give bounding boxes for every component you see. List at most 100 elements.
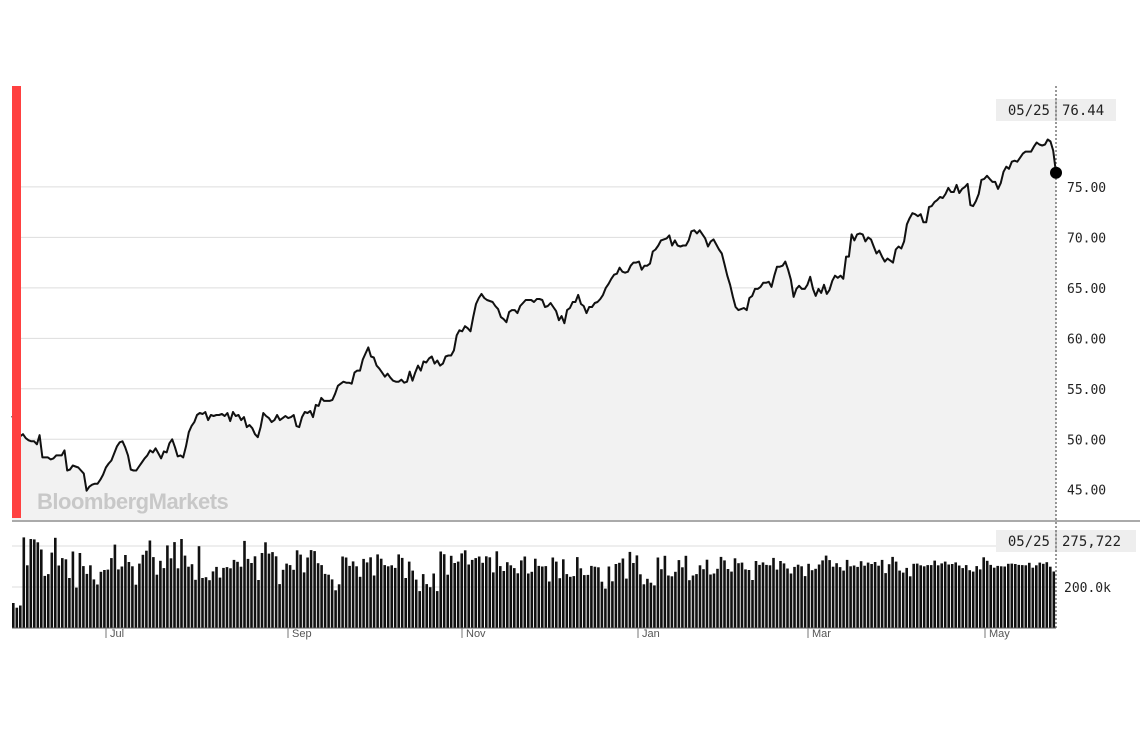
volume-bar xyxy=(880,559,884,628)
volume-bar xyxy=(562,559,565,628)
volume-bar xyxy=(513,568,516,628)
volume-bar xyxy=(453,563,456,628)
volume-bar xyxy=(15,607,19,628)
volume-bar xyxy=(838,567,842,628)
volume-bar xyxy=(723,560,726,628)
volume-bar xyxy=(922,566,926,628)
volume-bar xyxy=(124,555,127,628)
volume-bar xyxy=(470,559,474,628)
x-axis-ticks: Jul Sep Nov Jan Mar May xyxy=(105,628,1010,640)
volume-bar xyxy=(835,563,838,628)
volume-bar xyxy=(810,570,814,628)
volume-bar xyxy=(943,561,947,628)
volume-bar xyxy=(316,563,320,628)
volume-bar xyxy=(576,557,579,628)
volume-bar xyxy=(162,568,166,628)
volume-bar xyxy=(789,573,793,628)
volume-bar xyxy=(75,587,78,628)
volume-bar xyxy=(695,574,698,628)
volume-bar xyxy=(208,580,211,628)
volume-bar xyxy=(989,564,992,628)
volume-bar xyxy=(264,542,267,628)
volume-bar xyxy=(674,571,677,628)
volume-bar xyxy=(569,576,572,629)
volume-bar xyxy=(516,573,520,628)
x-tick-label: Jul xyxy=(110,628,124,640)
range-start-marker[interactable] xyxy=(12,86,21,518)
volume-bar xyxy=(351,561,355,628)
volume-bar xyxy=(1010,563,1014,628)
volume-bar xyxy=(201,578,204,628)
volume-bar xyxy=(716,568,719,628)
volume-bar xyxy=(218,577,222,628)
volume-bar xyxy=(159,560,162,628)
volume-bar xyxy=(1038,562,1042,628)
volume-bar xyxy=(372,575,376,628)
volume-bar xyxy=(393,567,397,628)
volume-bar xyxy=(481,562,484,628)
volume-bar xyxy=(649,582,653,628)
volume-bar xyxy=(992,567,996,628)
volume-bar xyxy=(1017,564,1021,628)
volume-bar xyxy=(642,584,646,628)
volume-bar xyxy=(106,569,110,628)
volume-bar xyxy=(40,549,43,628)
volume-bar xyxy=(1049,566,1052,628)
volume-bar xyxy=(908,576,912,628)
volume-bar xyxy=(260,553,264,628)
volume-bar xyxy=(772,557,775,628)
volume-bar xyxy=(933,560,936,628)
volume-bar xyxy=(733,558,737,628)
volume-bar xyxy=(677,560,681,628)
volume-bar xyxy=(404,578,407,628)
volume-readout-value: 275,722 xyxy=(1062,534,1121,550)
volume-bar xyxy=(663,555,667,628)
volume-bar xyxy=(225,567,229,628)
volume-bar xyxy=(407,561,411,628)
volume-bar xyxy=(341,556,344,628)
volume-bar xyxy=(103,570,106,628)
volume-bar xyxy=(604,588,607,628)
volume-bar xyxy=(148,540,152,628)
volume-bar xyxy=(919,565,922,628)
volume-bar xyxy=(456,561,460,628)
volume-bar xyxy=(229,568,232,628)
volume-bar xyxy=(299,554,302,628)
volume-bar xyxy=(113,544,117,628)
volume-bar xyxy=(99,571,103,628)
volume-bar xyxy=(390,565,393,628)
volume-bar xyxy=(236,561,239,628)
volume-bar xyxy=(85,573,89,628)
volume-bar xyxy=(775,569,779,628)
volume-bar xyxy=(523,556,527,628)
price-area xyxy=(12,139,1056,520)
volume-bar xyxy=(71,551,75,628)
volume-bar xyxy=(485,556,488,629)
volume-bar xyxy=(719,556,723,628)
price-area-layer xyxy=(12,139,1056,520)
volume-bar xyxy=(915,563,919,628)
volume-bar xyxy=(586,574,590,628)
volume-bar xyxy=(936,565,940,628)
volume-bar xyxy=(492,572,495,628)
volume-bar xyxy=(1014,564,1017,628)
volume-bar xyxy=(330,579,334,628)
volume-bar xyxy=(232,559,236,628)
volume-bar xyxy=(999,566,1003,628)
price-line-layer xyxy=(11,138,1057,492)
volume-bar xyxy=(211,571,215,628)
volume-bar xyxy=(29,539,33,628)
volume-bar xyxy=(54,537,57,628)
volume-bar xyxy=(632,563,635,628)
volume-bar xyxy=(166,545,169,628)
volume-bar xyxy=(758,564,761,628)
volume-bar xyxy=(726,569,730,628)
volume-bar xyxy=(411,570,414,628)
volume-bar xyxy=(323,573,327,628)
volume-bar xyxy=(849,566,852,628)
volume-bar xyxy=(138,563,141,628)
volume-bar xyxy=(698,565,702,628)
volume-bar xyxy=(190,564,194,628)
volume-bar xyxy=(78,553,82,628)
